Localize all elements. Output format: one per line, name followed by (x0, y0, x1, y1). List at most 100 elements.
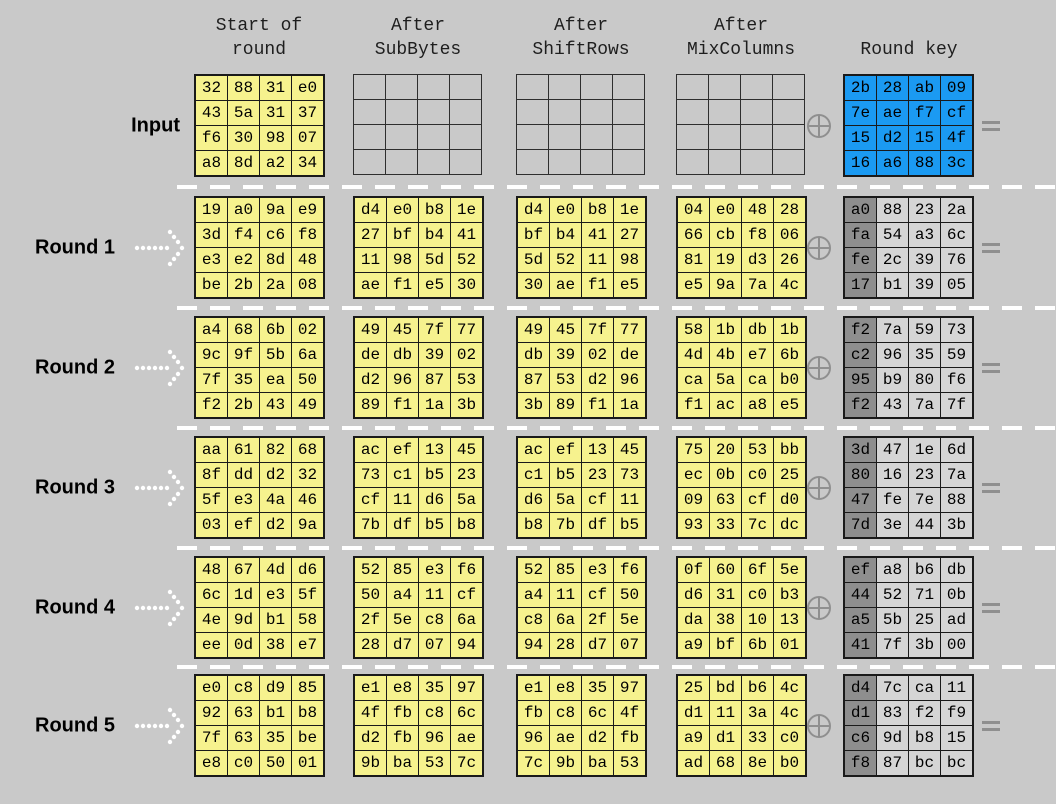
state-cell: b6 (742, 676, 773, 700)
state-cell (581, 125, 612, 149)
state-cell: 71 (909, 583, 940, 607)
state-cell (581, 75, 612, 99)
xor-icon (807, 113, 831, 138)
state-cell: 2b (228, 273, 259, 297)
row-separator (177, 546, 1056, 550)
state-cell: 6f (742, 558, 773, 582)
state-cell: 13 (774, 608, 805, 632)
state-cell (450, 100, 481, 124)
state-cell (386, 100, 417, 124)
state-cell (613, 75, 644, 99)
state-cell: 45 (614, 438, 645, 462)
header-line: MixColumns (686, 40, 796, 60)
state-cell: 6b (260, 318, 291, 342)
state-cell: 2b (228, 393, 259, 417)
header-start-of-round: Start of round (149, 14, 369, 62)
dotted-right-arrow-icon (134, 349, 185, 386)
state-cell: d2 (260, 463, 291, 487)
state-cell: 6c (941, 223, 972, 247)
state-cell: 4a (260, 488, 291, 512)
state-cell: c2 (845, 343, 876, 367)
state-cell: 68 (292, 438, 323, 462)
header-line: After (553, 16, 608, 36)
state-cell: 26 (774, 248, 805, 272)
state-cell: 06 (774, 223, 805, 247)
state-cell: f6 (451, 558, 482, 582)
state-cell (517, 75, 548, 99)
state-cell: 01 (774, 633, 805, 657)
state-cell: f2 (845, 318, 876, 342)
state-cell: 61 (228, 438, 259, 462)
state-cell: 27 (614, 223, 645, 247)
state-cell (741, 125, 772, 149)
state-cell: c0 (774, 726, 805, 750)
state-cell: db (742, 318, 773, 342)
round-row: Round 5 e0 c8 d9 85 92 63 b1 b8 7f 63 35 be e8 c0 50 01… (0, 674, 1056, 777)
state-cell: ab (909, 76, 940, 100)
state-cell (450, 125, 481, 149)
header-line: Round key (860, 40, 958, 60)
state-cell: 28 (774, 198, 805, 222)
header-line: Start of (215, 16, 303, 36)
state-cell: 87 (877, 751, 908, 775)
state-cell: 02 (451, 343, 482, 367)
state-cell: 39 (550, 343, 581, 367)
state-cell: 9d (877, 726, 908, 750)
state-cell: 63 (228, 726, 259, 750)
header-line: After (390, 16, 445, 36)
state-cell: 20 (710, 438, 741, 462)
state-cell: 0b (710, 463, 741, 487)
state-cell: e5 (614, 273, 645, 297)
state-cell: 17 (845, 273, 876, 297)
state-cell: 49 (355, 318, 386, 342)
state-cell: e7 (742, 343, 773, 367)
state-cell: a9 (678, 726, 709, 750)
state-cell: 9c (196, 343, 227, 367)
state-cell: 2b (845, 76, 876, 100)
state-cell: d6 (419, 488, 450, 512)
state-cell: 30 (228, 126, 259, 150)
state-cell: 25 (909, 608, 940, 632)
state-cell: 3b (941, 513, 972, 537)
state-cell: a4 (196, 318, 227, 342)
state-cell (549, 100, 580, 124)
state-cell: bb (774, 438, 805, 462)
state-cell (613, 150, 644, 174)
state-cell: 96 (419, 726, 450, 750)
state-cell: b8 (292, 701, 323, 725)
state-cell: 9b (550, 751, 581, 775)
state-cell: 43 (877, 393, 908, 417)
state-cell: 77 (451, 318, 482, 342)
state-cell: 3d (196, 223, 227, 247)
state-cell: 23 (582, 463, 613, 487)
state-cell: 3b (909, 633, 940, 657)
state-cell: 4b (710, 343, 741, 367)
state-cell: 34 (292, 151, 323, 175)
state-cell (517, 125, 548, 149)
state-cell: be (196, 273, 227, 297)
state-cell: 0b (941, 583, 972, 607)
state-cell: 7e (845, 101, 876, 125)
state-cell: f6 (614, 558, 645, 582)
state-cell: 07 (419, 633, 450, 657)
state-cell: 63 (228, 701, 259, 725)
state-cell: bd (710, 676, 741, 700)
row-label: Round 3 (35, 476, 115, 498)
state-cell: ae (451, 726, 482, 750)
header-line: After (713, 16, 768, 36)
state-cell: 7a (941, 463, 972, 487)
state-cell: c0 (742, 583, 773, 607)
state-cell: 4c (774, 676, 805, 700)
state-cell: 94 (451, 633, 482, 657)
state-cell: 0d (228, 633, 259, 657)
state-cell (741, 75, 772, 99)
state-cell: 38 (260, 633, 291, 657)
state-cell: 81 (678, 248, 709, 272)
state-cell: 6a (451, 608, 482, 632)
state-cell: d6 (292, 558, 323, 582)
state-cell: 02 (582, 343, 613, 367)
state-cell: f1 (678, 393, 709, 417)
state-cell: 87 (419, 368, 450, 392)
state-cell: 88 (228, 76, 259, 100)
state-cell: a8 (196, 151, 227, 175)
